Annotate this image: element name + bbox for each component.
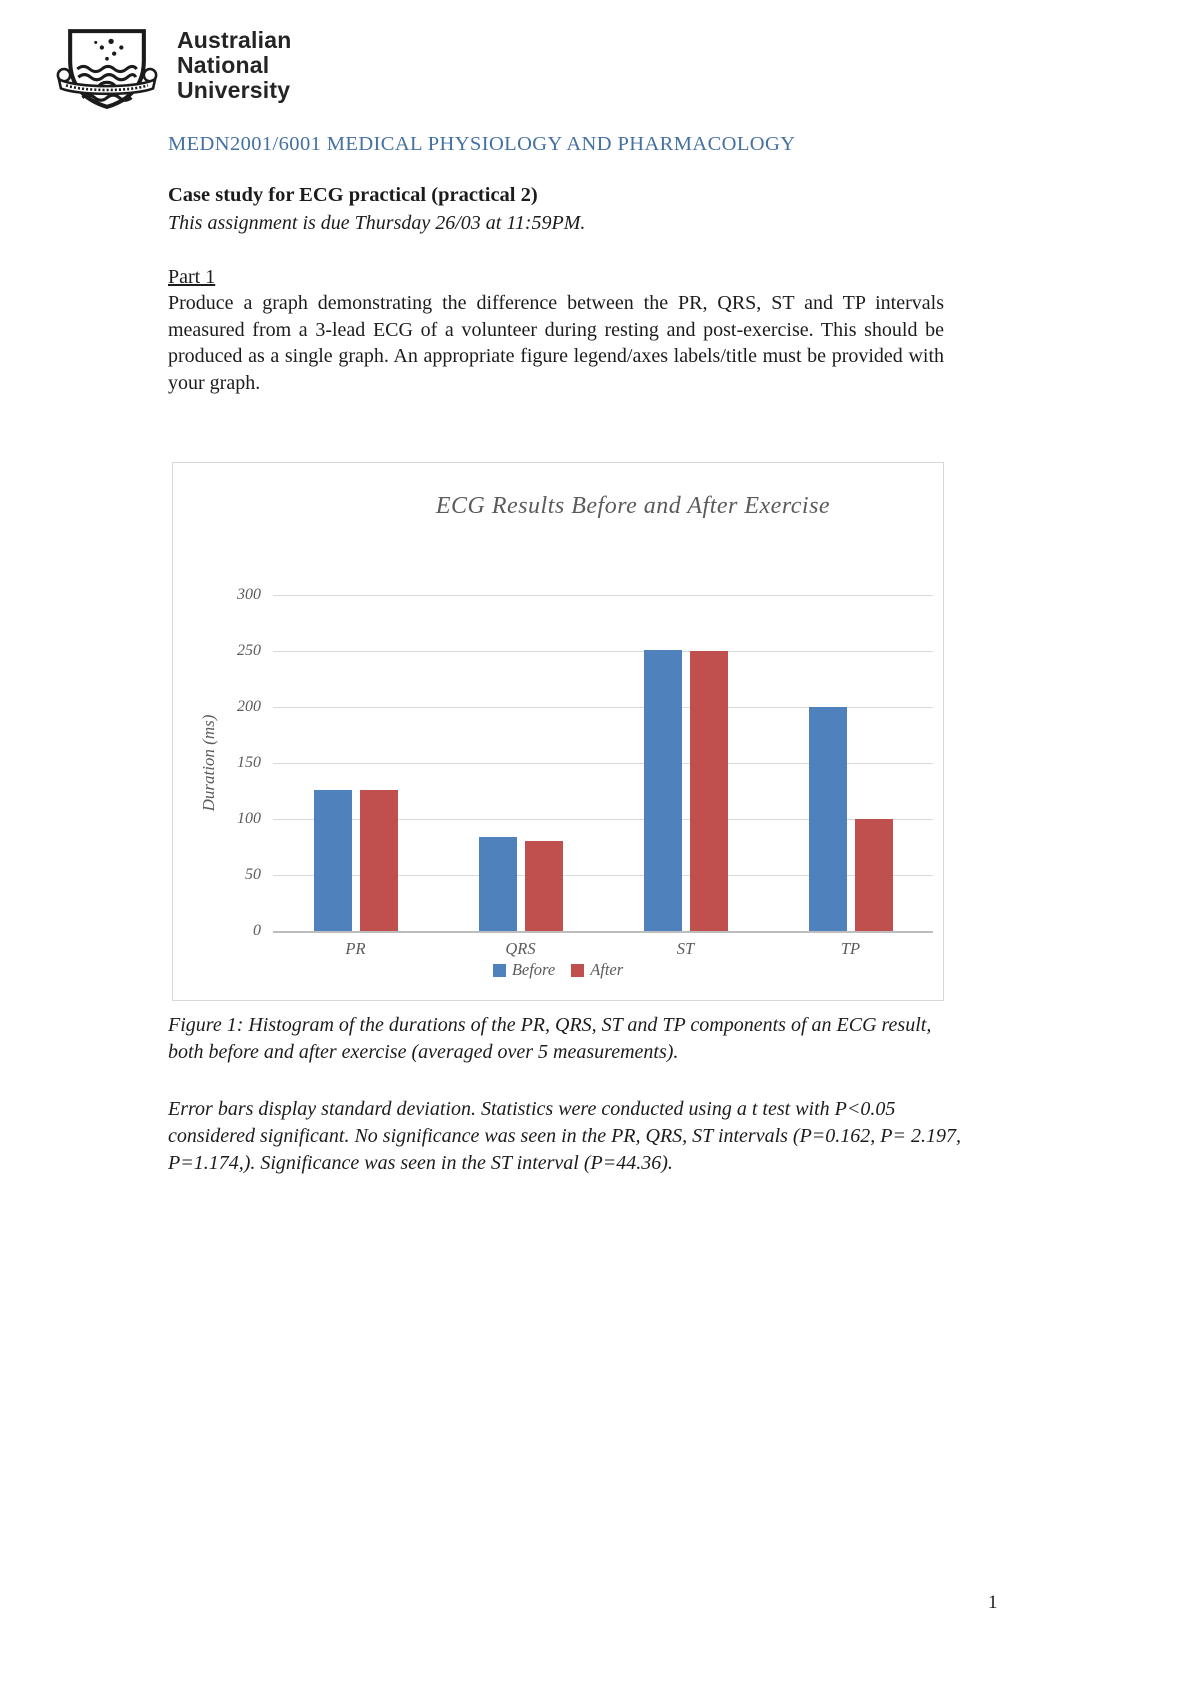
anu-logo-line3: University (177, 77, 291, 103)
y-tick-label-100: 100 (237, 810, 261, 827)
gridline-100 (273, 819, 933, 820)
y-tick-label-200: 200 (237, 698, 261, 715)
anu-crest-icon (56, 29, 158, 110)
figure-caption: Figure 1: Histogram of the durations of … (168, 1014, 932, 1063)
y-tick-label-150: 150 (237, 754, 261, 771)
x-category-label-qrs: QRS (505, 939, 536, 958)
gridline-250 (273, 651, 933, 652)
stats-paragraph: Error bars display standard deviation. S… (168, 1098, 962, 1174)
y-tick-label-300: 300 (237, 586, 261, 603)
chart: ECG Results Before and After Exercise Du… (172, 462, 944, 1001)
bar-qrs-before (478, 836, 517, 931)
y-tick-label-0: 0 (253, 922, 261, 939)
legend-swatch-after (571, 963, 585, 977)
bar-st-after (689, 651, 728, 931)
legend-item-before: Before (492, 960, 556, 980)
anu-logo: Australian National University (55, 26, 291, 112)
chart-legend: Before After (173, 960, 943, 980)
legend-item-after: After (571, 960, 623, 980)
gridline-200 (273, 707, 933, 708)
x-category-label-pr: PR (345, 939, 366, 958)
part1-instructions: Produce a graph demonstrating the differ… (168, 292, 944, 394)
page-number: 1 (988, 1592, 998, 1613)
bar-pr-after (359, 789, 398, 931)
legend-label-after: After (590, 960, 624, 979)
bar-qrs-after (524, 841, 563, 931)
part1-label: Part 1 (168, 266, 216, 288)
gridline-150 (273, 763, 933, 764)
anu-logo-text: Australian National University (177, 28, 291, 103)
y-tick-label-250: 250 (237, 642, 261, 659)
gridline-300 (273, 595, 933, 596)
x-category-label-st: ST (676, 939, 695, 958)
anu-logo-line1: Australian (177, 27, 292, 53)
due-date-line: This assignment is due Thursday 26/03 at… (168, 212, 586, 234)
bar-pr-before (313, 789, 352, 931)
y-tick-label-50: 50 (245, 866, 261, 883)
assignment-title: Case study for ECG practical (practical … (168, 184, 538, 206)
bar-st-before (643, 649, 682, 931)
legend-swatch-before (492, 963, 506, 977)
course-heading: MEDN2001/6001 MEDICAL PHYSIOLOGY AND PHA… (168, 133, 796, 155)
x-category-label-tp: TP (840, 939, 861, 958)
legend-label-before: Before (511, 960, 556, 979)
gridline-0 (273, 931, 933, 933)
anu-logo-line2: National (177, 52, 270, 78)
bar-tp-before (808, 707, 847, 931)
chart-title: ECG Results Before and After Exercise (435, 493, 831, 519)
gridline-50 (273, 875, 933, 876)
bar-tp-after (854, 819, 893, 931)
